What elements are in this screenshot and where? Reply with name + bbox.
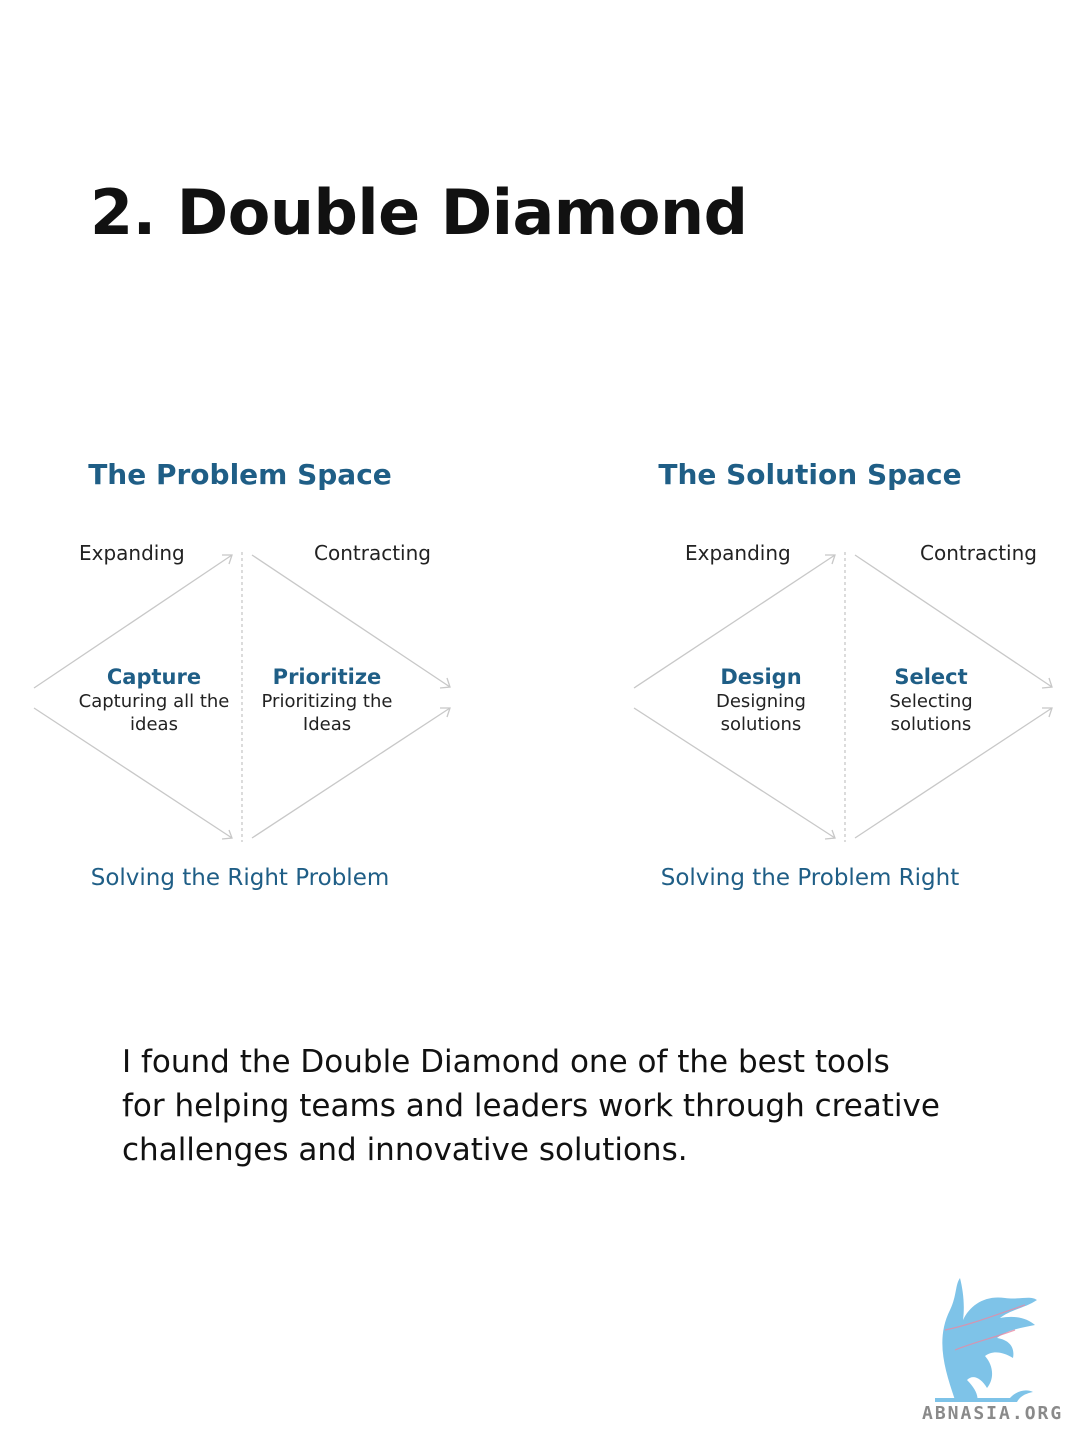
body-paragraph: I found the Double Diamond one of the be… [122,1044,940,1168]
expanding-arrow-down [633,707,836,839]
contracting-label: Contracting [920,541,1037,565]
capture-node: Capture Capturing all the ideas [64,664,244,736]
problem-space-title: The Problem Space [88,458,392,491]
prioritize-title: Prioritize [272,665,382,689]
select-title: Select [894,665,968,689]
expanding-label: Expanding [685,541,791,565]
solution-space-title: The Solution Space [658,458,962,491]
solution-space-footer: Solving the Problem Right [660,865,960,891]
contracting-arrow-down [251,554,451,688]
design-title: Design [720,665,802,689]
expanding-arrow-up [633,554,836,689]
select-node: Select Selecting solutions [841,664,1021,736]
expanding-arrow-up [33,554,233,689]
select-desc-line2: solutions [890,714,972,735]
contracting-arrow-up [251,707,451,839]
design-desc-line1: Designing [716,691,806,712]
design-node: Design Designing solutions [671,664,851,736]
design-desc-line2: solutions [720,714,802,735]
capture-desc-line2: ideas [130,714,178,735]
solution-space-diagram: The Solution Space Expanding Contracting… [600,440,1080,920]
logo-wordmark: ABNASIA.ORG [922,1403,1064,1424]
expanding-label: Expanding [79,541,185,565]
prioritize-node: Prioritize Prioritizing the Ideas [237,664,417,736]
diamond-lines [33,552,451,842]
contracting-arrow-down [854,554,1053,688]
expanding-arrow-down [33,707,233,839]
contracting-label: Contracting [314,541,431,565]
capture-desc-line1: Capturing all the [78,691,230,712]
problem-space-footer: Solving the Right Problem [90,865,390,891]
capture-title: Capture [106,665,202,689]
select-desc-line1: Selecting [889,691,973,712]
prioritize-desc-line2: Ideas [302,714,352,735]
problem-space-diagram: The Problem Space Expanding Contracting … [0,440,540,920]
page-title: 2. Double Diamond [90,176,748,249]
prioritize-desc-line1: Prioritizing the [261,691,393,712]
contracting-arrow-up [854,707,1053,839]
diamond-lines [633,552,1053,842]
griffin-logo-icon [935,1278,1037,1402]
